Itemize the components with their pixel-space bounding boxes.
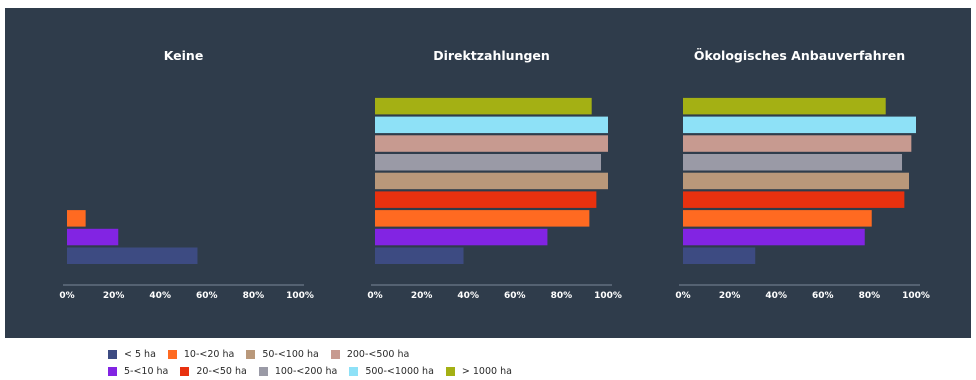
x-tick-label: 100% (902, 291, 930, 301)
legend-label: > 1000 ha (461, 366, 512, 377)
x-tick-label: 40% (765, 291, 787, 301)
legend-label: 5-<10 ha (124, 366, 169, 377)
x-tick-label: 0% (59, 291, 74, 301)
legend-label: 50-<100 ha (262, 349, 319, 360)
legend: < 5 ha 10-<20 ha 50-<100 ha 200-<500 ha 5-<… (108, 347, 708, 379)
bar--5-ha (375, 247, 464, 264)
chart-panel-1: Keine 0% 20% 40% 60% 80% 100% (59, 48, 314, 301)
x-tick-label: 20% (719, 291, 741, 301)
bar-500-1000-ha (683, 116, 916, 134)
x-tick-label: 60% (504, 291, 526, 301)
legend-swatch (330, 350, 340, 359)
chart-panel-2: Direktzahlungen 0% 20% 40% 60% 80% 100% (367, 48, 622, 301)
x-tick-label: 20% (103, 291, 125, 301)
x-tick-label: 80% (243, 291, 265, 301)
bar-10-20-ha (683, 210, 872, 227)
legend-swatch (180, 367, 190, 376)
legend-item: 500-<1000 ha (349, 366, 434, 377)
x-tick-label: 60% (812, 291, 834, 301)
legend-item: > 1000 ha (445, 366, 512, 377)
bar-20-50-ha (683, 191, 905, 208)
panel-title: Direktzahlungen (433, 48, 550, 63)
bar-50-100-ha (375, 172, 608, 190)
bar-5-10-ha (683, 228, 865, 246)
panel-title: Keine (164, 48, 204, 63)
x-tick-label: 0% (675, 291, 690, 301)
bar--5-ha (683, 247, 756, 264)
x-tick-label: 40% (457, 291, 479, 301)
legend-label: 200-<500 ha (346, 349, 410, 360)
legend-item: < 5 ha (108, 349, 156, 360)
legend-label: 10-<20 ha (183, 349, 235, 360)
legend-swatch (108, 350, 117, 359)
legend-label: 500-<1000 ha (365, 366, 434, 377)
legend-item: 100-<200 ha (258, 366, 338, 377)
bar--1000-ha (683, 97, 886, 115)
chart-panel-3: Ökologisches Anbauverfahren 0% 20% 40% 60% 80… (675, 48, 930, 301)
bar--1000-ha (375, 97, 592, 115)
legend-swatch (108, 367, 117, 376)
legend-row-2: 5-<10 ha 20-<50 ha 100-<200 ha 500-<1000 ha… (108, 364, 708, 379)
legend-row-1: < 5 ha 10-<20 ha 50-<100 ha 200-<500 ha (108, 347, 708, 362)
bar-50-100-ha (683, 172, 910, 190)
legend-swatch (246, 350, 256, 359)
bar-200-500-ha (375, 135, 608, 152)
bar-10-20-ha (375, 210, 590, 227)
legend-item: 10-<20 ha (167, 349, 235, 360)
bar-100-200-ha (375, 154, 602, 171)
bar-20-50-ha (375, 191, 597, 208)
bar--5-ha (67, 247, 198, 264)
bar-100-200-ha (683, 154, 903, 171)
bar-5-10-ha (375, 228, 548, 246)
bar-200-500-ha (683, 135, 912, 152)
bar-5-10-ha (67, 228, 119, 246)
x-tick-label: 40% (149, 291, 171, 301)
chart-svg: Keine 0% 20% 40% 60% 80% 100% Direktzahlungen 0%… (59, 48, 930, 301)
legend-label: 100-<200 ha (274, 366, 338, 377)
x-tick-label: 20% (411, 291, 433, 301)
legend-swatch (349, 367, 359, 376)
legend-item: 200-<500 ha (330, 349, 410, 360)
x-tick-label: 60% (196, 291, 218, 301)
legend-item: 20-<50 ha (180, 366, 247, 377)
panel-title: Ökologisches Anbauverfahren (694, 48, 905, 63)
legend-item: 50-<100 ha (246, 349, 319, 360)
x-tick-label: 80% (859, 291, 881, 301)
x-tick-label: 100% (286, 291, 314, 301)
legend-swatch (167, 350, 177, 359)
bar-500-1000-ha (375, 116, 608, 134)
bar-10-20-ha (67, 210, 86, 227)
x-tick-label: 100% (594, 291, 622, 301)
legend-swatch (258, 367, 268, 376)
legend-label: < 5 ha (124, 349, 156, 360)
chart-panel: Keine 0% 20% 40% 60% 80% 100% Direktzahlungen 0%… (5, 8, 971, 338)
x-tick-label: 0% (367, 291, 382, 301)
x-tick-label: 80% (551, 291, 573, 301)
legend-item: 5-<10 ha (108, 366, 168, 377)
legend-label: 20-<50 ha (196, 366, 247, 377)
legend-swatch (445, 367, 455, 376)
